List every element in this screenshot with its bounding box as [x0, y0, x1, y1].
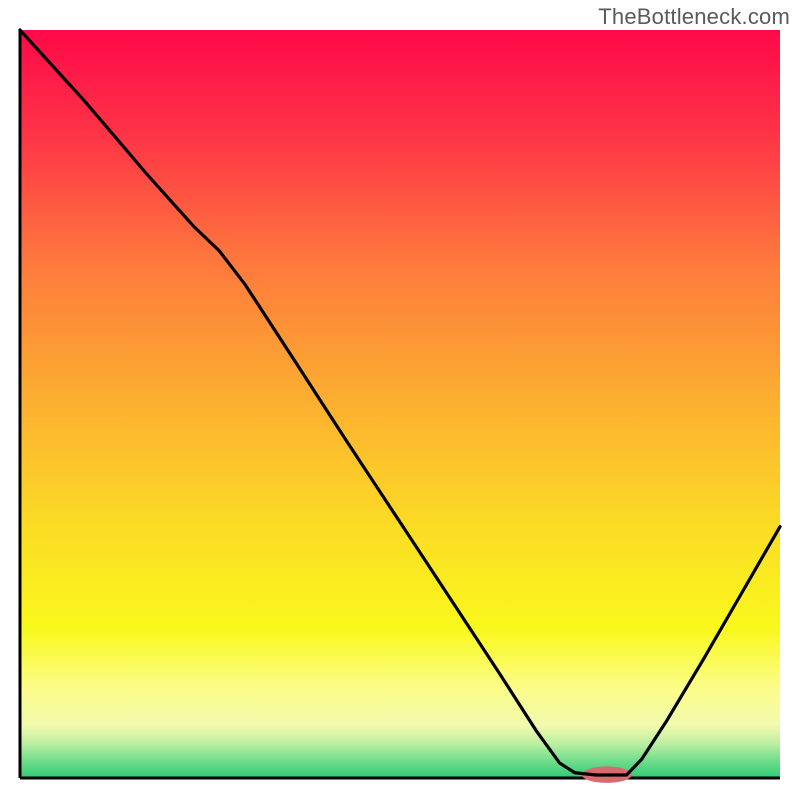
bottleneck-chart — [0, 0, 800, 800]
gradient-background — [20, 30, 780, 778]
chart-svg — [0, 0, 800, 800]
watermark-text: TheBottleneck.com — [598, 4, 790, 30]
